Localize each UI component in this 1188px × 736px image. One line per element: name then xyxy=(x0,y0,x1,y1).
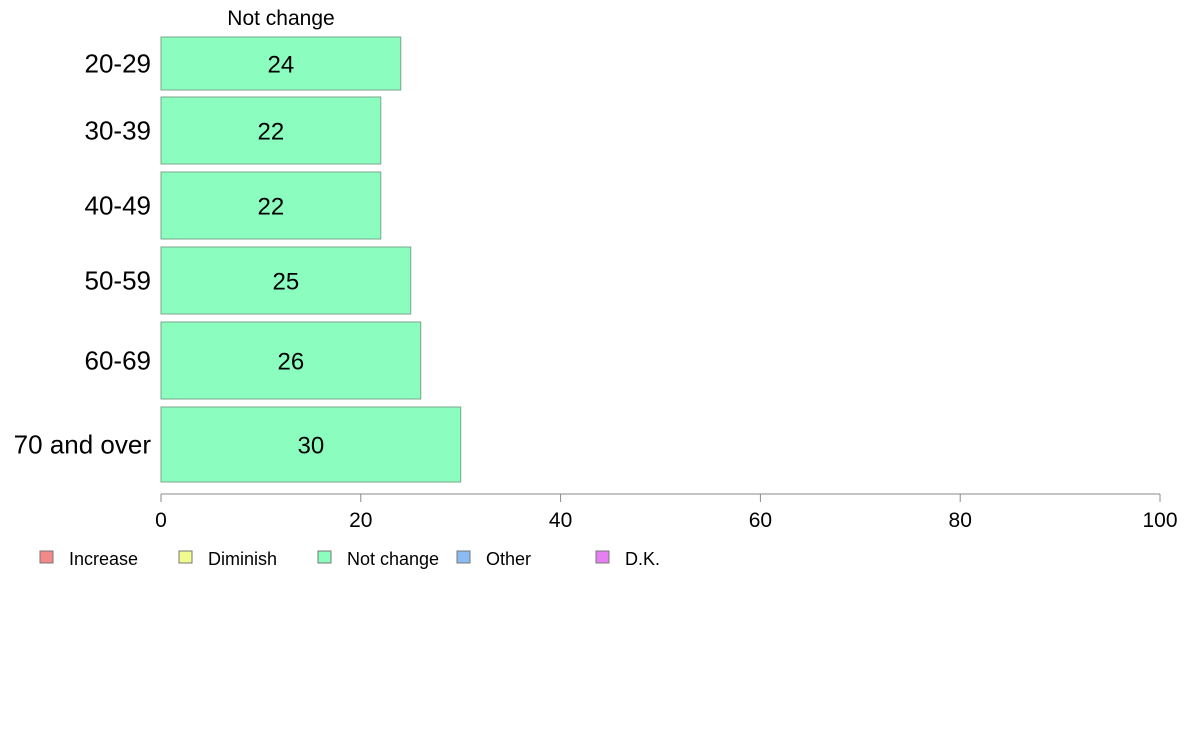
category-label: 50-59 xyxy=(85,266,152,296)
bar xyxy=(160,406,462,483)
legend-label: Diminish xyxy=(208,549,277,569)
bar-value-label: 22 xyxy=(258,194,285,221)
legend-label: Increase xyxy=(69,549,138,569)
category-label: 20-29 xyxy=(85,49,152,79)
bar-value-label: 22 xyxy=(258,119,285,146)
bars-group: 24 20-29 22 30-39 22 40-49 25 50-59 26 60-69 30 70 … xyxy=(14,36,462,483)
x-tick-label: 80 xyxy=(949,509,972,532)
bar-value-label: 25 xyxy=(273,269,300,296)
x-tick-label: 60 xyxy=(749,509,772,532)
bar xyxy=(160,36,402,91)
legend-label: D.K. xyxy=(625,549,660,569)
x-tick-label: 40 xyxy=(549,509,572,532)
legend-swatch xyxy=(456,550,471,564)
bar-value-label: 26 xyxy=(278,349,305,376)
category-label: 60-69 xyxy=(85,346,152,376)
legend: Increase Diminish Not change Other D.K. xyxy=(39,549,660,569)
legend-swatch xyxy=(595,550,610,564)
legend-swatch xyxy=(317,550,332,564)
legend-label: Not change xyxy=(347,549,439,569)
x-axis: 0 20 40 60 80 100 xyxy=(155,493,1178,532)
bar-value-label: 30 xyxy=(297,433,324,460)
bar xyxy=(160,171,382,240)
legend-label: Other xyxy=(486,549,531,569)
category-label: 40-49 xyxy=(85,191,152,221)
bar-value-label: 24 xyxy=(268,52,295,79)
bar xyxy=(160,321,422,400)
x-tick-label: 0 xyxy=(155,509,167,532)
x-tick-label: 100 xyxy=(1142,509,1177,532)
x-tick-label: 20 xyxy=(349,509,372,532)
legend-swatch xyxy=(178,550,193,564)
category-label: 70 and over xyxy=(14,430,152,460)
legend-swatch xyxy=(39,550,54,564)
series-title: Not change xyxy=(227,7,334,30)
bar xyxy=(160,96,382,165)
bar xyxy=(160,246,412,315)
category-label: 30-39 xyxy=(85,116,152,146)
